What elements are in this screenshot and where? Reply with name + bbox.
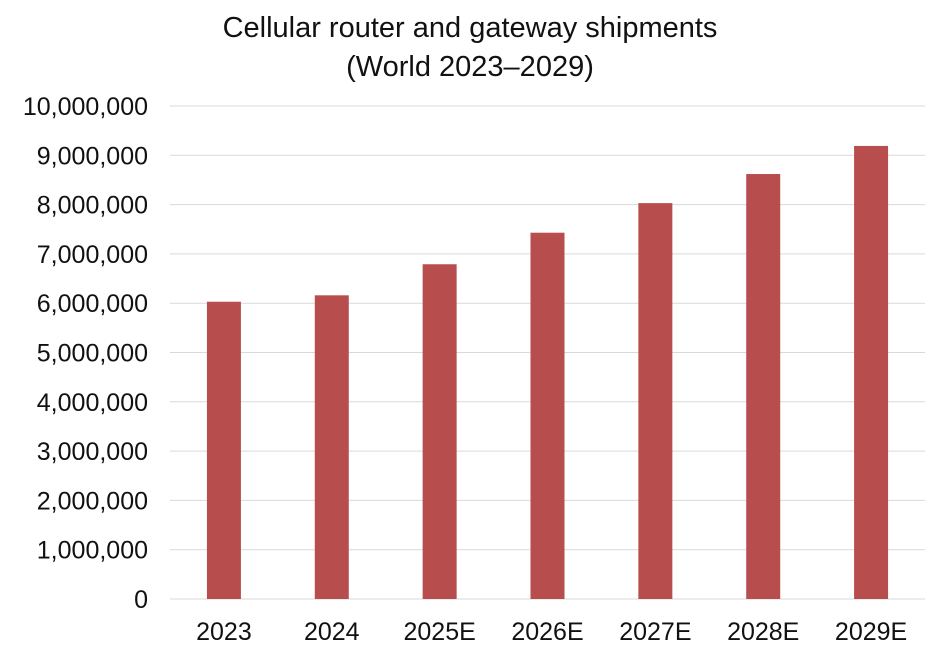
bar-2028E [746,174,781,599]
y-tick-label: 7,000,000 [37,241,148,269]
y-tick-label: 0 [134,586,148,614]
y-tick-label: 5,000,000 [37,340,148,368]
bar-2024 [314,295,349,599]
bar-2023 [206,301,241,599]
y-tick-label: 10,000,000 [23,93,148,121]
bar-2029E [854,145,889,600]
y-tick-label: 6,000,000 [37,290,148,318]
y-tick-label: 4,000,000 [37,389,148,417]
y-tick-label: 3,000,000 [37,438,148,466]
bar-2026E [530,232,565,600]
y-tick-label: 8,000,000 [37,192,148,220]
x-tick-label: 2027E [619,618,691,646]
bar-2025E [422,264,457,599]
x-tick-label: 2028E [727,618,799,646]
chart-title-line-2: (World 2023–2029) [346,51,594,83]
x-tick-label: 2024 [304,618,360,646]
y-tick-label: 2,000,000 [37,487,148,515]
y-axis-ticks: 0 1,000,000 2,000,000 3,000,000 4,000,000 5,0… [23,93,148,614]
bars [206,145,889,600]
x-axis-ticks: 2023 2024 2025E 2026E 2027E 2028E 2029E [196,618,907,646]
bar-2027E [638,203,673,599]
x-tick-label: 2029E [835,618,907,646]
y-tick-label: 9,000,000 [37,142,148,170]
x-tick-label: 2025E [403,618,475,646]
chart-title-line-1: Cellular router and gateway shipments [223,12,718,44]
x-tick-label: 2023 [196,618,252,646]
x-tick-label: 2026E [511,618,583,646]
y-tick-label: 1,000,000 [37,537,148,565]
